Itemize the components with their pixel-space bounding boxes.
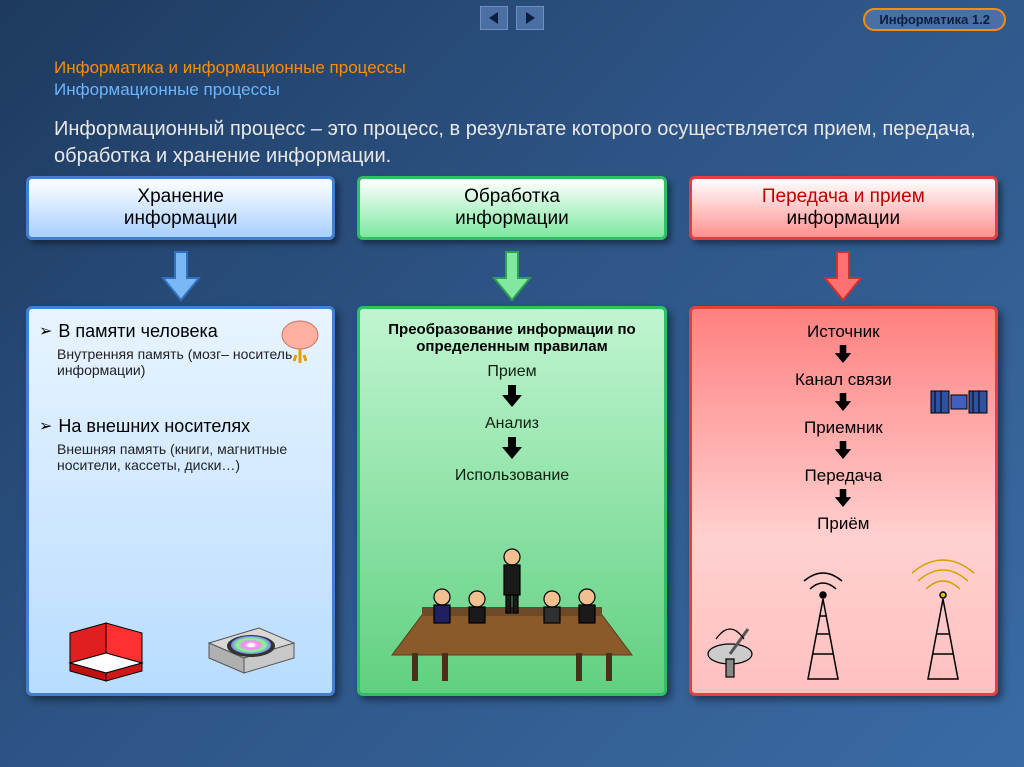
small-arrow-icon (834, 489, 852, 507)
processing-header-l2: информации (455, 208, 569, 230)
chevron-icon: ➢ (39, 321, 52, 341)
processing-header: Обработка информации (357, 176, 666, 240)
step-receive: Прием (370, 363, 653, 381)
bullet1-title: В памяти человека (58, 321, 217, 342)
three-columns: Хранение информации ➢ В памяти человека … (26, 176, 998, 696)
breadcrumb-l1: Информатика и информационные процессы (54, 58, 406, 78)
bullet2-title: На внешних носителях (58, 416, 250, 437)
processing-body: Преобразование информации по определенны… (357, 306, 666, 696)
next-slide-button[interactable] (516, 6, 544, 30)
small-arrow-icon (834, 441, 852, 459)
breadcrumb-l2: Информационные процессы (54, 80, 406, 100)
storage-body: ➢ В памяти человека Внутренняя память (м… (26, 306, 335, 696)
chevron-icon: ➢ (39, 416, 52, 436)
arrow-down-icon (492, 250, 532, 302)
transfer-header-l2: информации (787, 208, 901, 230)
storage-header-l2: информации (124, 208, 238, 230)
definition-text: Информационный процесс – это процесс, в … (54, 116, 984, 170)
arrow-down-icon (161, 250, 201, 302)
meeting-icon (382, 525, 642, 685)
transfer-header-l1: Передача и прием (762, 186, 925, 208)
arrow-down-icon (823, 250, 863, 302)
transfer-header: Передача и прием информации (689, 176, 998, 240)
processing-title: Преобразование информации по определенны… (370, 321, 653, 355)
storage-icons (39, 608, 322, 683)
col-transfer: Передача и прием информации Источник Кан… (689, 176, 998, 696)
bullet2-sub: Внешняя память (книги, магнитные носител… (57, 441, 322, 473)
col-processing: Обработка информации Преобразование инфо… (357, 176, 666, 696)
small-arrow-icon (834, 345, 852, 363)
step-source: Источник (702, 322, 985, 342)
step-use: Использование (370, 467, 653, 485)
book-icon (62, 613, 152, 683)
brain-icon (276, 317, 324, 365)
chapter-badge: Информатика 1.2 (863, 8, 1006, 31)
storage-header: Хранение информации (26, 176, 335, 240)
slide-titles: Информатика и информационные процессы Ин… (54, 58, 406, 100)
step-analyze: Анализ (370, 415, 653, 433)
processing-header-l1: Обработка (464, 186, 560, 208)
storage-header-l1: Хранение (137, 186, 224, 208)
col-storage: Хранение информации ➢ В памяти человека … (26, 176, 335, 696)
small-arrow-icon (834, 393, 852, 411)
prev-slide-button[interactable] (480, 6, 508, 30)
small-arrow-icon (502, 385, 522, 407)
step-transmit: Передача (702, 466, 985, 486)
cd-drive-icon (199, 608, 299, 683)
nav-arrows (480, 6, 544, 30)
bullet-external: ➢ На внешних носителях (39, 416, 322, 437)
transfer-body: Источник Канал связи Приемник Передача П… (689, 306, 998, 696)
comm-icons (698, 559, 988, 689)
small-arrow-icon (502, 437, 522, 459)
satellite-icon (929, 377, 989, 427)
step-reception: Приём (702, 514, 985, 534)
